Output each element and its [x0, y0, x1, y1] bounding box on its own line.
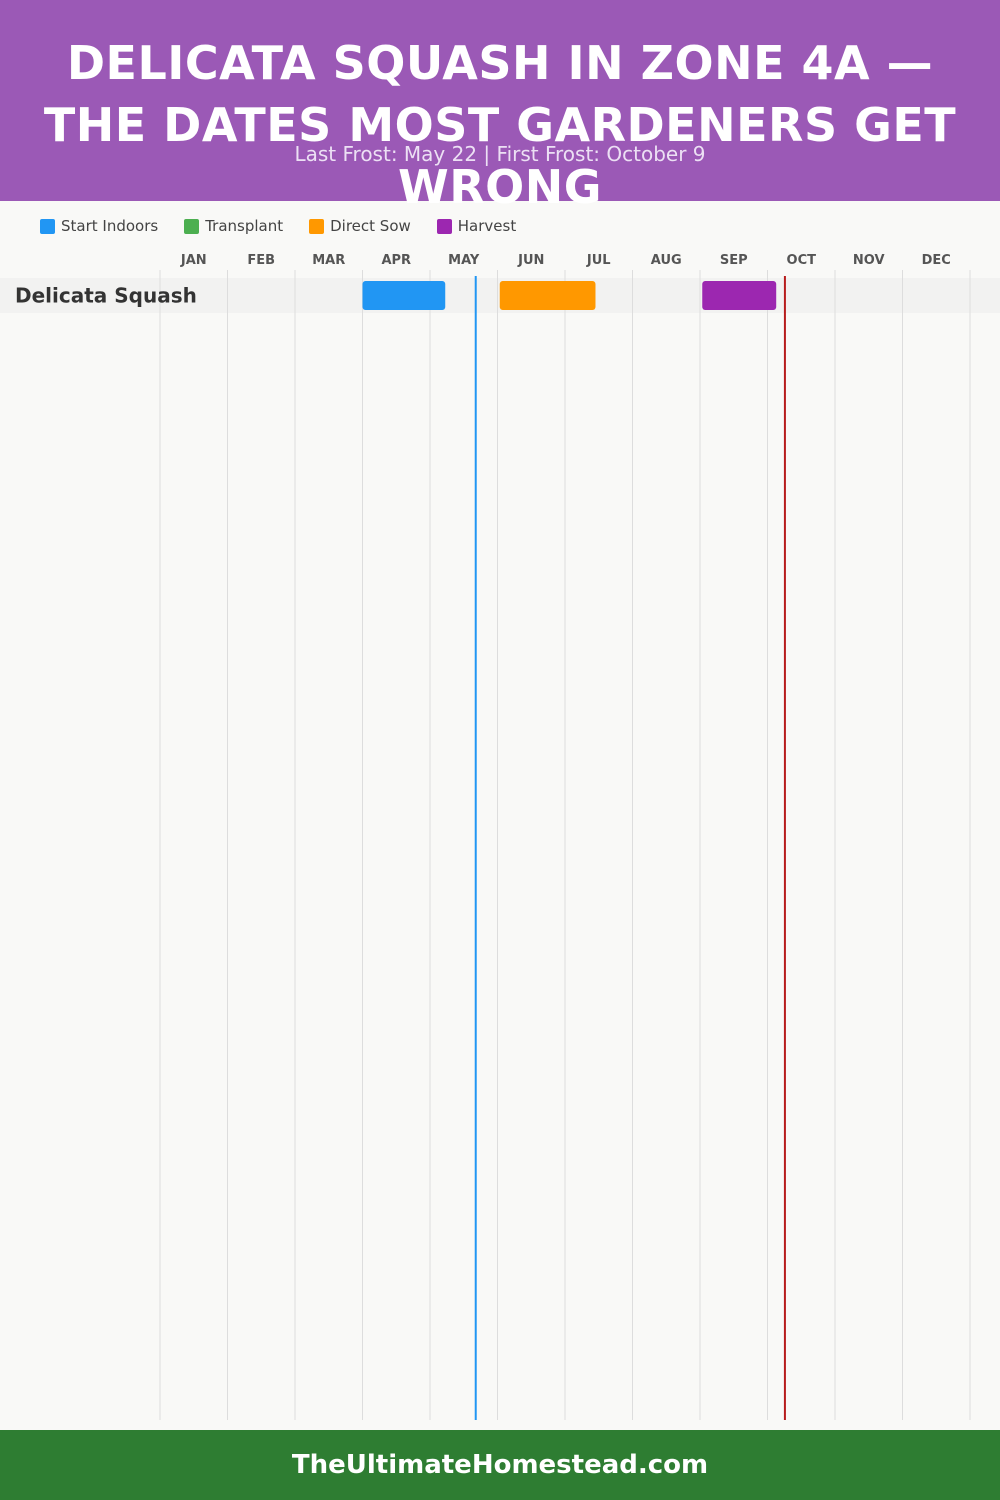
site-url[interactable]: TheUltimateHomestead.com [291, 1450, 709, 1480]
month-label-oct: OCT [787, 253, 817, 268]
legend-label: Start Indoors [61, 217, 159, 235]
page-title: DELICATA SQUASH IN ZONE 4A — THE DATES M… [43, 36, 957, 214]
month-label-jan: JAN [180, 253, 207, 268]
header-banner: DELICATA SQUASH IN ZONE 4A — THE DATES M… [0, 0, 1000, 214]
bar-harvest [702, 281, 777, 310]
legend-label: Harvest [457, 217, 517, 235]
legend-swatch [309, 218, 325, 234]
legend-swatch [40, 218, 55, 234]
legend-item-transplant: Transplant [184, 217, 283, 235]
bar-direct-sow [499, 281, 596, 310]
legend-label: Direct Sow [330, 217, 411, 235]
footer-banner: TheUltimateHomestead.com [0, 1430, 1000, 1500]
row-label: Delicata Squash [15, 284, 197, 308]
legend-item-harvest: Harvest [436, 217, 517, 235]
month-label-aug: AUG [651, 253, 682, 268]
month-label-apr: APR [381, 253, 411, 268]
month-label-feb: FEB [247, 253, 275, 268]
month-label-sep: SEP [720, 253, 748, 268]
legend-label: Transplant [205, 217, 284, 235]
planting-calendar-chart: JAN FEB MAR APR MAY JUN JUL AUG SEP OCT NOV DEC Deli… [0, 253, 1000, 1420]
month-label-dec: DEC [922, 253, 951, 268]
bar-start-indoors [362, 281, 446, 310]
legend-swatch [184, 218, 200, 234]
legend-item-direct-sow: Direct Sow [309, 217, 411, 235]
month-label-jul: JUL [586, 253, 611, 268]
month-label-mar: MAR [312, 253, 345, 268]
frost-dates-subtitle: Last Frost: May 22 | First Frost: Octobe… [294, 142, 706, 166]
legend-item-start-indoors: Start Indoors [40, 217, 158, 235]
legend-swatch [436, 218, 452, 234]
month-label-nov: NOV [853, 253, 885, 268]
month-label-may: MAY [448, 253, 480, 268]
month-label-jun: JUN [517, 253, 544, 268]
legend: Start Indoors Transplant Direct Sow Harv… [40, 214, 542, 238]
